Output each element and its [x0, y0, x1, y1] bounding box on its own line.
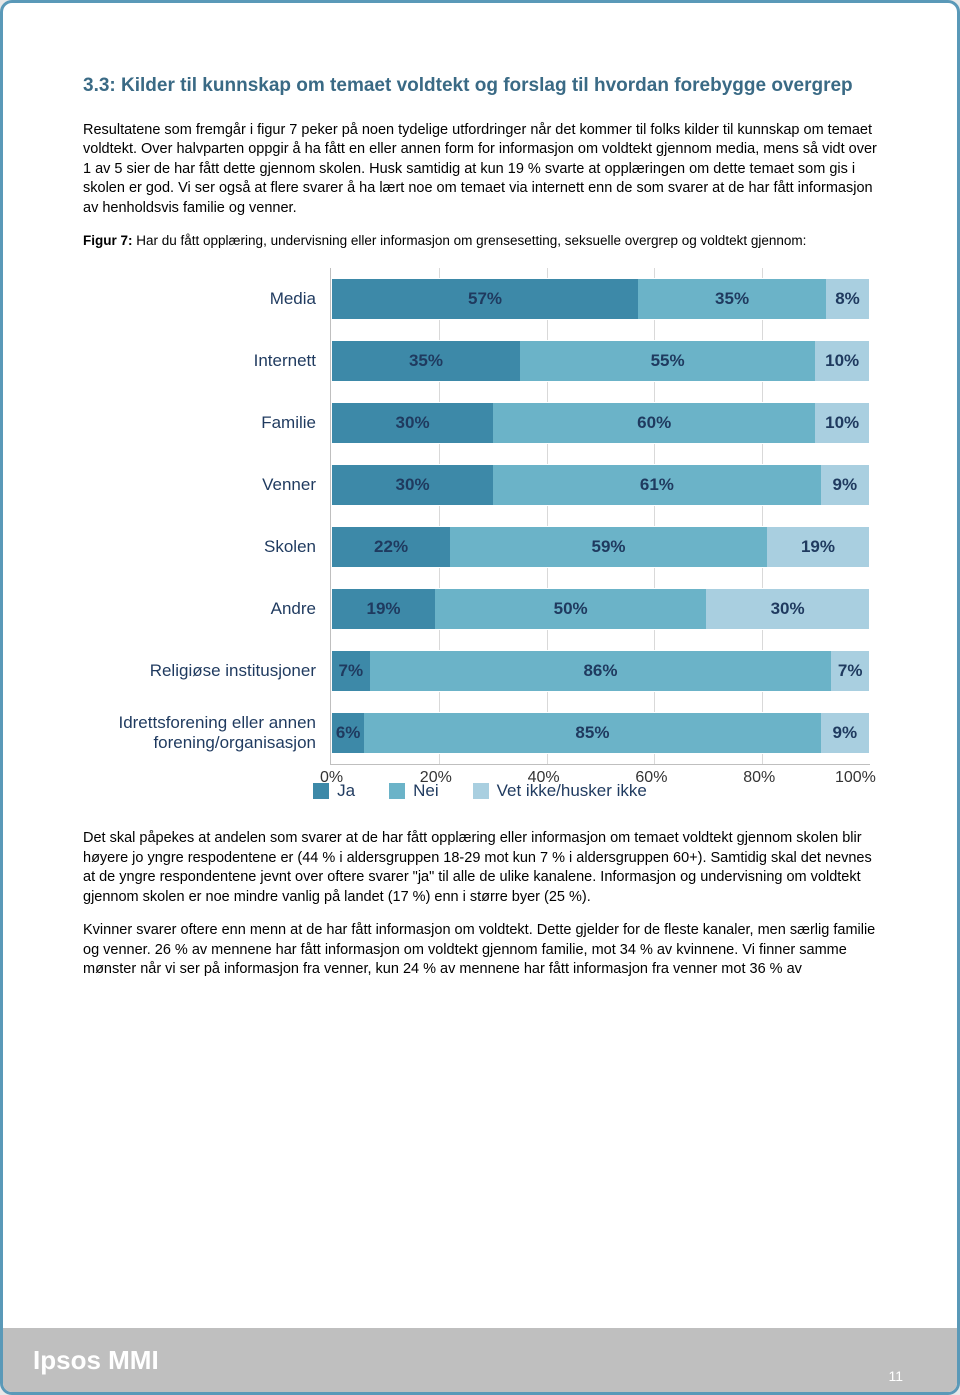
y-axis-label: Venner	[90, 454, 330, 516]
bar-stack: 35%55%10%	[331, 340, 870, 382]
bar-segment-ja: 57%	[332, 279, 638, 319]
bar-segment-nei: 59%	[450, 527, 767, 567]
y-axis-label: Media	[90, 268, 330, 330]
legend-swatch	[473, 783, 489, 799]
legend-item-vet_ikke: Vet ikke/husker ikke	[473, 781, 647, 801]
bar-stack: 22%59%19%	[331, 526, 870, 568]
footer-brand: Ipsos MMI	[33, 1345, 159, 1376]
legend-label: Vet ikke/husker ikke	[497, 781, 647, 801]
y-axis-label: Religiøse institusjoner	[90, 640, 330, 702]
bar-segment-ja: 22%	[332, 527, 450, 567]
bar-segment-vet_ikke: 7%	[831, 651, 869, 691]
bar-row: 7%86%7%	[331, 640, 870, 702]
bar-row: 6%85%9%	[331, 702, 870, 764]
page-footer: Ipsos MMI 11	[3, 1328, 957, 1392]
bar-segment-nei: 61%	[493, 465, 821, 505]
paragraph-3: Kvinner svarer oftere enn menn at de har…	[83, 921, 877, 980]
bar-row: 35%55%10%	[331, 330, 870, 392]
bar-segment-vet_ikke: 19%	[767, 527, 869, 567]
bar-segment-ja: 19%	[332, 589, 435, 629]
figure-7-chart: MediaInternettFamilieVennerSkolenAndreRe…	[90, 268, 870, 801]
bar-stack: 7%86%7%	[331, 650, 870, 692]
bar-segment-ja: 30%	[332, 465, 493, 505]
bar-segment-ja: 30%	[332, 403, 493, 443]
y-axis-label: Skolen	[90, 516, 330, 578]
bar-row: 22%59%19%	[331, 516, 870, 578]
bar-segment-vet_ikke: 10%	[815, 341, 869, 381]
bar-row: 30%60%10%	[331, 392, 870, 454]
paragraph-1: Resultatene som fremgår i figur 7 peker …	[83, 121, 877, 219]
footer-page-number: 11	[888, 1368, 903, 1392]
section-heading: 3.3: Kilder til kunnskap om temaet voldt…	[83, 73, 877, 99]
bar-segment-nei: 86%	[370, 651, 832, 691]
caption-rest: Har du fått opplæring, undervisning elle…	[133, 233, 807, 248]
bar-stack: 6%85%9%	[331, 712, 870, 754]
bar-segment-ja: 6%	[332, 713, 364, 753]
bar-segment-vet_ikke: 10%	[815, 403, 869, 443]
bar-stack: 30%60%10%	[331, 402, 870, 444]
bar-segment-nei: 85%	[364, 713, 820, 753]
bar-row: 57%35%8%	[331, 268, 870, 330]
bar-segment-ja: 35%	[332, 341, 520, 381]
y-axis-label: Andre	[90, 578, 330, 640]
figure-caption: Figur 7: Har du fått opplæring, undervis…	[83, 232, 877, 250]
y-axis-label: Idrettsforening eller annen forening/org…	[90, 702, 330, 764]
document-page: 3.3: Kilder til kunnskap om temaet voldt…	[0, 0, 960, 1395]
bar-segment-vet_ikke: 9%	[821, 465, 869, 505]
bar-stack: 30%61%9%	[331, 464, 870, 506]
bar-segment-nei: 50%	[435, 589, 706, 629]
bar-segment-nei: 35%	[638, 279, 826, 319]
caption-lead: Figur 7:	[83, 233, 133, 248]
bar-row: 19%50%30%	[331, 578, 870, 640]
bar-stack: 19%50%30%	[331, 588, 870, 630]
bar-segment-vet_ikke: 8%	[826, 279, 869, 319]
bar-stack: 57%35%8%	[331, 278, 870, 320]
bar-segment-vet_ikke: 9%	[821, 713, 869, 753]
y-axis-label: Internett	[90, 330, 330, 392]
bar-segment-nei: 60%	[493, 403, 815, 443]
legend-swatch	[389, 783, 405, 799]
bar-segment-vet_ikke: 30%	[706, 589, 869, 629]
y-axis-label: Familie	[90, 392, 330, 454]
paragraph-2: Det skal påpekes at andelen som svarer a…	[83, 829, 877, 907]
bar-segment-ja: 7%	[332, 651, 370, 691]
bar-segment-nei: 55%	[520, 341, 815, 381]
bar-row: 30%61%9%	[331, 454, 870, 516]
